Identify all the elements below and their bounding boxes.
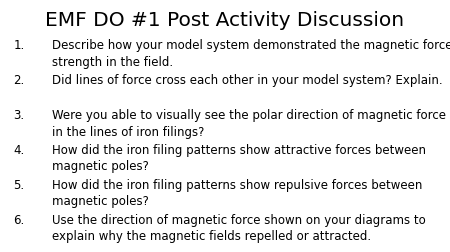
Text: EMF DO #1 Post Activity Discussion: EMF DO #1 Post Activity Discussion — [45, 11, 405, 30]
Text: 4.: 4. — [14, 143, 25, 156]
Text: Were you able to visually see the polar direction of magnetic force
in the lines: Were you able to visually see the polar … — [52, 109, 446, 138]
Text: How did the iron filing patterns show attractive forces between
magnetic poles?: How did the iron filing patterns show at… — [52, 143, 426, 173]
Text: Describe how your model system demonstrated the magnetic force
strength in the f: Describe how your model system demonstra… — [52, 39, 450, 69]
Text: 6.: 6. — [14, 213, 25, 226]
Text: 1.: 1. — [14, 39, 25, 52]
Text: 3.: 3. — [14, 109, 25, 121]
Text: Use the direction of magnetic force shown on your diagrams to
explain why the ma: Use the direction of magnetic force show… — [52, 213, 426, 242]
Text: 5.: 5. — [14, 178, 25, 191]
Text: Did lines of force cross each other in your model system? Explain.: Did lines of force cross each other in y… — [52, 74, 442, 87]
Text: How did the iron filing patterns show repulsive forces between
magnetic poles?: How did the iron filing patterns show re… — [52, 178, 422, 208]
Text: 2.: 2. — [14, 74, 25, 87]
